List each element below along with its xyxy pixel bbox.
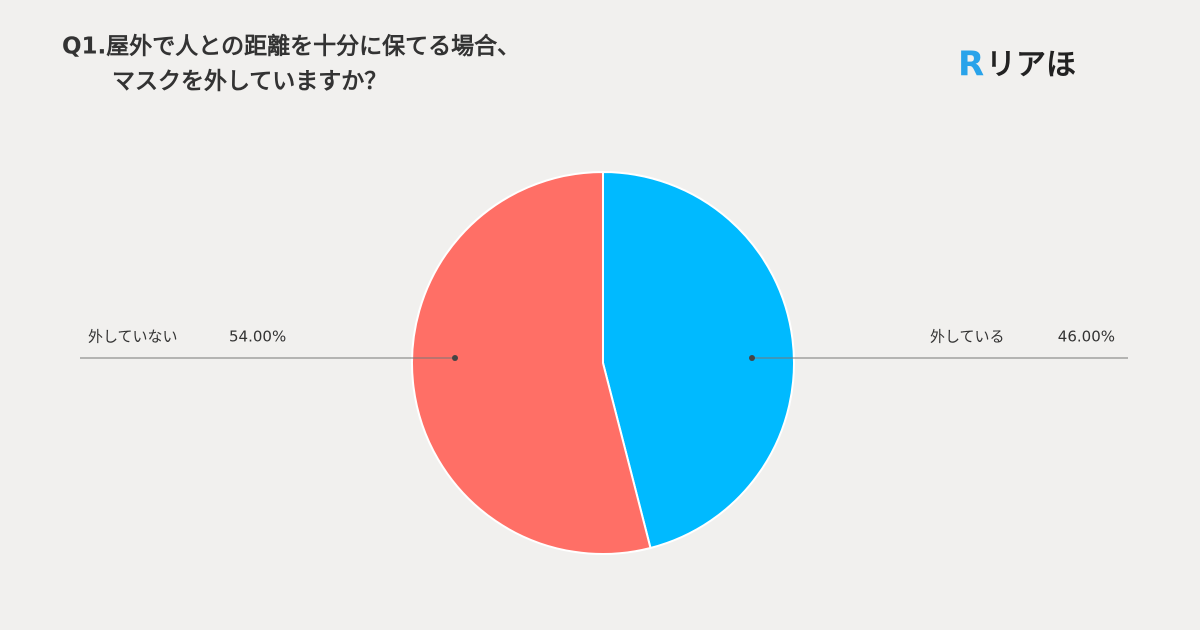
logo-text: リアほ [986,48,1076,83]
pie-slice [602,170,795,550]
logo-mark: R [958,45,984,85]
slice-value-label: 54.00% [229,328,286,346]
chart-title: Q1.屋外で人との距離を十分に保てる場合、 [62,33,520,60]
slice-label: 外している [930,328,1005,346]
slice-value-label: 46.00% [1058,328,1115,346]
pie-slice [411,170,652,555]
leader-dot [749,355,755,361]
slice-label: 外していない [88,328,178,346]
leader-dot [452,355,458,361]
chart-title: マスクを外していますか？ [112,68,387,95]
